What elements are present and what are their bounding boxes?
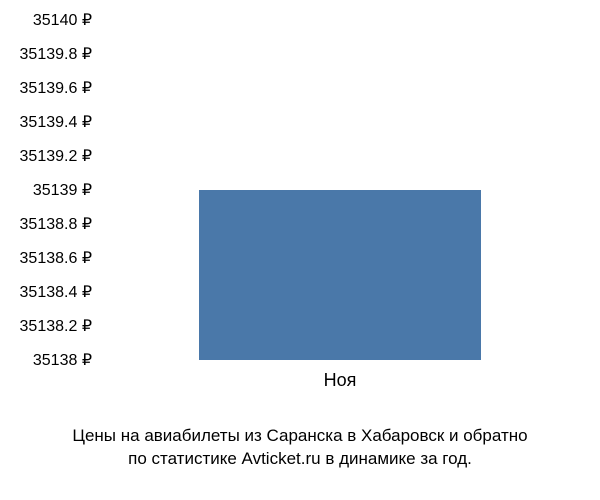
chart-container: 35140 ₽ 35139.8 ₽ 35139.6 ₽ 35139.4 ₽ 35139.…: [0, 0, 600, 500]
y-tick-label: 35138.6 ₽: [20, 248, 92, 268]
y-axis: 35140 ₽35139.8 ₽35139.6 ₽35139.4 ₽35139.…: [0, 20, 100, 360]
y-tick-label: 35138.2 ₽: [20, 316, 92, 336]
x-tick-label: Ноя: [324, 370, 357, 391]
x-axis: Ноя: [105, 370, 575, 400]
y-tick-label: 35138.8 ₽: [20, 214, 92, 234]
bar: [199, 190, 481, 360]
y-tick-label: 35139 ₽: [33, 180, 92, 200]
chart-caption: Цены на авиабилеты из Саранска в Хабаров…: [0, 425, 600, 471]
y-tick-label: 35139.4 ₽: [20, 112, 92, 132]
y-tick-label: 35139.8 ₽: [20, 44, 92, 64]
y-tick-label: 35140 ₽: [33, 10, 92, 30]
y-tick-label: 35139.6 ₽: [20, 78, 92, 98]
y-tick-label: 35139.2 ₽: [20, 146, 92, 166]
caption-line-1: Цены на авиабилеты из Саранска в Хабаров…: [72, 426, 527, 445]
y-tick-label: 35138 ₽: [33, 350, 92, 370]
plot-area: [105, 20, 575, 360]
caption-line-2: по статистике Avticket.ru в динамике за …: [128, 449, 472, 468]
y-tick-label: 35138.4 ₽: [20, 282, 92, 302]
